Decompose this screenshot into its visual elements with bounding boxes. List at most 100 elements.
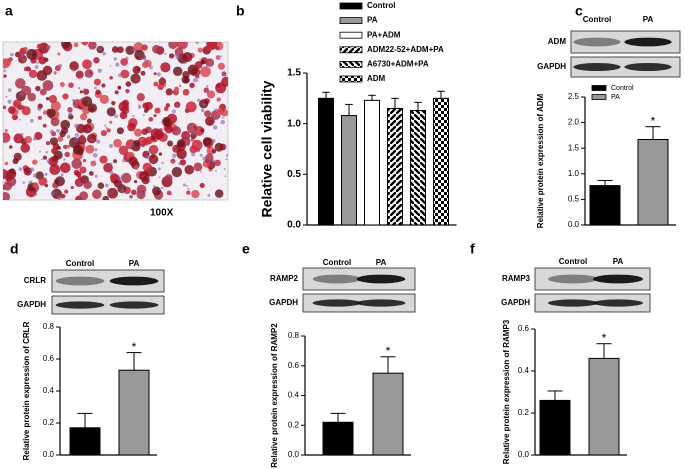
y-tick-label: 0.5 [568,195,580,204]
cell [27,92,36,102]
cell [46,45,51,50]
cell [26,66,32,72]
cell-stain [49,129,54,134]
bar [433,97,449,226]
blot-band [624,63,672,71]
cell-stain [109,170,114,175]
cell [221,71,227,77]
cell-stain [212,138,216,143]
cell [164,125,173,134]
cell [37,115,42,120]
cell [51,147,58,155]
panel-label: d [10,241,19,257]
cell [191,189,200,199]
bar [364,99,380,226]
lane-label: PA [643,15,654,24]
cell [99,94,109,104]
cell-stain [32,136,37,141]
cell-stain [199,153,203,157]
cell [194,61,203,69]
cell [204,110,212,118]
cell-stain [163,117,165,120]
cell-stain [39,150,41,153]
cell [75,70,84,79]
cell [141,143,145,148]
cell-stain [141,175,145,178]
cell [221,76,228,87]
cell [32,182,39,189]
blot-band [593,274,643,284]
cell-stain [223,168,226,170]
cell-stain [186,134,190,138]
significance: * [132,340,137,354]
cell [125,88,130,94]
cell [79,90,84,94]
cell [88,42,97,50]
blot-row-label: RAMP3 [502,274,531,283]
cell-stain [94,148,98,152]
cell [186,122,198,134]
legend-label: A6730+ADM+PA [367,60,429,69]
cell-stain [212,125,218,130]
cell [217,62,225,70]
cell [9,168,16,175]
cell [46,141,51,146]
lane-label: Control [66,259,94,268]
cell-stain [74,123,79,129]
legend-label: Control [611,85,634,92]
cell-stain [114,114,119,119]
bar [69,427,101,456]
cell-stain [144,59,148,63]
cell [179,159,187,166]
cell [61,42,71,49]
cell [85,144,95,154]
cell [184,164,195,175]
cell-stain [158,176,161,179]
cell [160,62,171,73]
cell-stain [5,95,8,98]
cell-stain [21,132,24,136]
cell [82,159,87,163]
blot-band [55,301,105,309]
cell-stain [74,132,79,138]
cell [38,56,47,65]
cell [200,128,205,133]
cell [111,46,119,53]
cell-stain [206,85,209,88]
y-axis-label: Relative protein expression of RAMP3 [502,319,511,464]
cell-stain [183,43,188,48]
cell [109,76,113,80]
blot-band [312,274,362,284]
cell [127,122,136,132]
cell-stain [108,191,111,195]
cell [48,156,58,167]
bar [637,138,669,226]
cell [162,83,167,87]
bar [372,372,404,456]
cell [117,85,121,89]
cell [79,166,87,174]
cell-stain [48,158,50,160]
legend-label: Control [367,1,395,10]
legend-swatch [591,94,607,100]
cell [22,58,26,62]
cell-stain [36,106,41,111]
cell [80,113,88,121]
blot-band [312,299,362,307]
y-tick-label: 0.4 [518,366,530,375]
cell [79,134,85,140]
cell-stain [187,187,190,190]
cell-stain [214,108,218,112]
cell [145,136,153,145]
cell-stain [211,159,216,163]
significance: * [651,114,656,128]
blot-band [593,299,643,307]
cell-stain [120,188,125,194]
cell-stain [200,170,203,173]
cell [152,186,161,196]
blot-strip [51,269,165,293]
cell-stain [10,52,14,57]
cell [168,53,175,59]
cell [120,69,130,79]
cell [152,44,161,54]
